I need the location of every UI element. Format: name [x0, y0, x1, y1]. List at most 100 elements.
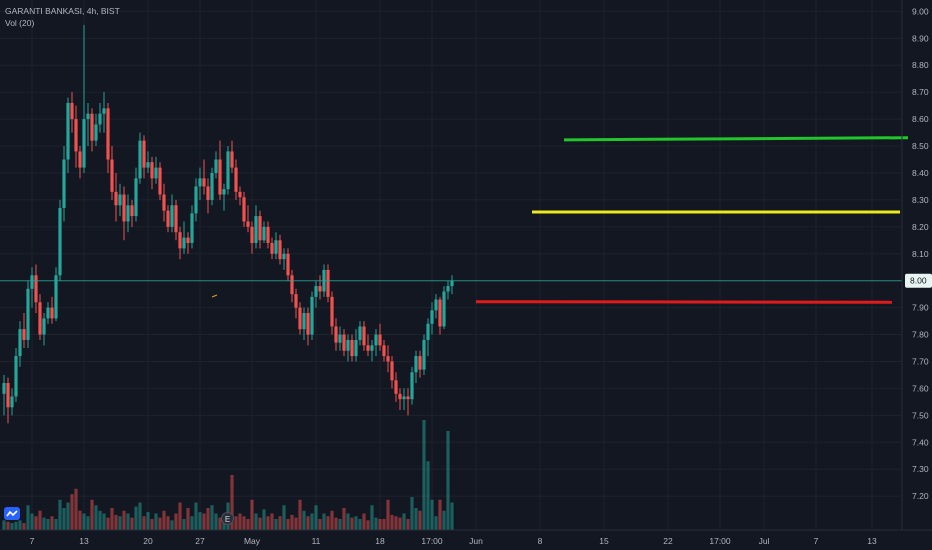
candle-body: [74, 119, 78, 152]
candle-body: [90, 113, 94, 141]
candle-body: [130, 205, 134, 217]
candle-body: [138, 140, 142, 179]
time-tick-label: 13: [79, 536, 89, 546]
candle-body: [42, 318, 46, 335]
candle-body: [354, 339, 358, 357]
volume-bar: [266, 516, 270, 530]
price-tick-label: 7.50: [912, 410, 929, 420]
volume-bar: [218, 517, 222, 530]
candle-body: [26, 288, 30, 340]
volume-bar: [390, 514, 394, 530]
time-tick-label: 7: [30, 536, 35, 546]
volume-bar: [62, 508, 66, 530]
candle-body: [214, 159, 218, 173]
candle-body: [334, 326, 338, 343]
volume-bar: [10, 523, 14, 530]
candle-body: [338, 334, 342, 343]
volume-bar: [46, 519, 50, 530]
volume-bar: [202, 513, 206, 530]
volume-bar: [378, 519, 382, 530]
candle-body: [370, 345, 374, 351]
stop-line-red[interactable]: [475, 300, 893, 304]
candle-body: [122, 194, 126, 222]
candle-body: [238, 191, 242, 198]
price-tick-label: 9.00: [912, 6, 929, 16]
candle-body: [278, 240, 282, 260]
volume-bar: [294, 517, 298, 530]
candle-body: [382, 345, 386, 357]
candle-body: [258, 216, 262, 241]
candle-body: [166, 210, 170, 227]
price-tick-label: 7.80: [912, 330, 929, 340]
volume-bar: [82, 513, 86, 530]
volume-bar: [314, 505, 318, 530]
candle-body: [70, 102, 74, 120]
volume-bar: [94, 505, 98, 530]
price-tick-label: 7.90: [912, 303, 929, 313]
price-tick-label: 8.40: [912, 168, 929, 178]
target-line-green[interactable]: [563, 136, 909, 142]
volume-bar: [198, 512, 202, 530]
volume-bar: [246, 519, 250, 530]
volume-bars: [2, 420, 454, 530]
candle-body: [402, 396, 406, 400]
volume-bar: [442, 510, 446, 530]
price-tick-label: 8.70: [912, 87, 929, 97]
volume-bar: [354, 516, 358, 530]
volume-bar: [334, 517, 338, 530]
candle-body: [198, 178, 202, 187]
tradingview-logo-icon[interactable]: [4, 507, 20, 520]
candle-body: [302, 313, 306, 330]
volume-bar: [394, 516, 398, 530]
candle-body: [158, 167, 162, 195]
volume-bar: [214, 513, 218, 530]
volume-bar: [438, 499, 442, 530]
chart-legend: GARANTI BANKASI, 4h, BIST Vol (20): [5, 5, 120, 29]
candle-body: [290, 275, 294, 295]
volume-bar: [146, 512, 150, 530]
candle-body: [114, 191, 118, 206]
price-tick-label: 8.20: [912, 222, 929, 232]
earnings-event-badge[interactable]: E: [221, 512, 234, 525]
price-axis[interactable]: 7.20 7.30 7.40 7.50 7.60 7.70 7.80 7.90 8.00 8.10…: [901, 0, 929, 530]
candle-body: [386, 356, 390, 362]
volume-bar: [270, 513, 274, 530]
candle-body: [102, 108, 106, 114]
time-axis[interactable]: 7 13 20 27 May 11 18 17:00 Jun 8 15 22 17:00 Jul 7 13: [0, 529, 932, 546]
volume-bar: [250, 499, 254, 530]
drawn-horizontal-lines[interactable]: [475, 136, 909, 304]
candle-body: [62, 159, 66, 208]
candle-body: [434, 299, 438, 311]
volume-bar: [450, 502, 454, 530]
time-tick-label: Jul: [759, 536, 770, 546]
candle-body: [142, 140, 146, 168]
candle-body: [306, 313, 310, 335]
legend-volume-indicator[interactable]: Vol (20): [5, 18, 35, 28]
price-tick-label: 7.60: [912, 383, 929, 393]
candle-body: [186, 237, 190, 243]
candle-body: [366, 345, 370, 351]
candle-body: [146, 162, 150, 168]
candle-body: [194, 186, 198, 214]
candle-body: [378, 334, 382, 346]
volume-bar: [18, 520, 22, 530]
volume-bar: [346, 513, 350, 530]
volume-bar: [274, 519, 278, 530]
volume-bar: [2, 520, 6, 530]
candle-body: [270, 242, 274, 254]
candle-body: [38, 302, 42, 335]
candle-body: [14, 356, 18, 397]
legend-symbol[interactable]: GARANTI BANKASI, 4h, BIST: [5, 6, 120, 16]
volume-bar: [118, 516, 122, 530]
volume-bar: [182, 519, 186, 530]
volume-bar: [134, 506, 138, 530]
volume-bar: [322, 513, 326, 530]
time-tick-label: 11: [312, 536, 321, 546]
candle-body: [206, 186, 210, 200]
candle-body: [346, 339, 350, 351]
time-tick-label: 17:00: [421, 536, 443, 546]
volume-bar: [66, 502, 70, 530]
volume-bar: [298, 499, 302, 530]
candle-body: [222, 189, 226, 195]
